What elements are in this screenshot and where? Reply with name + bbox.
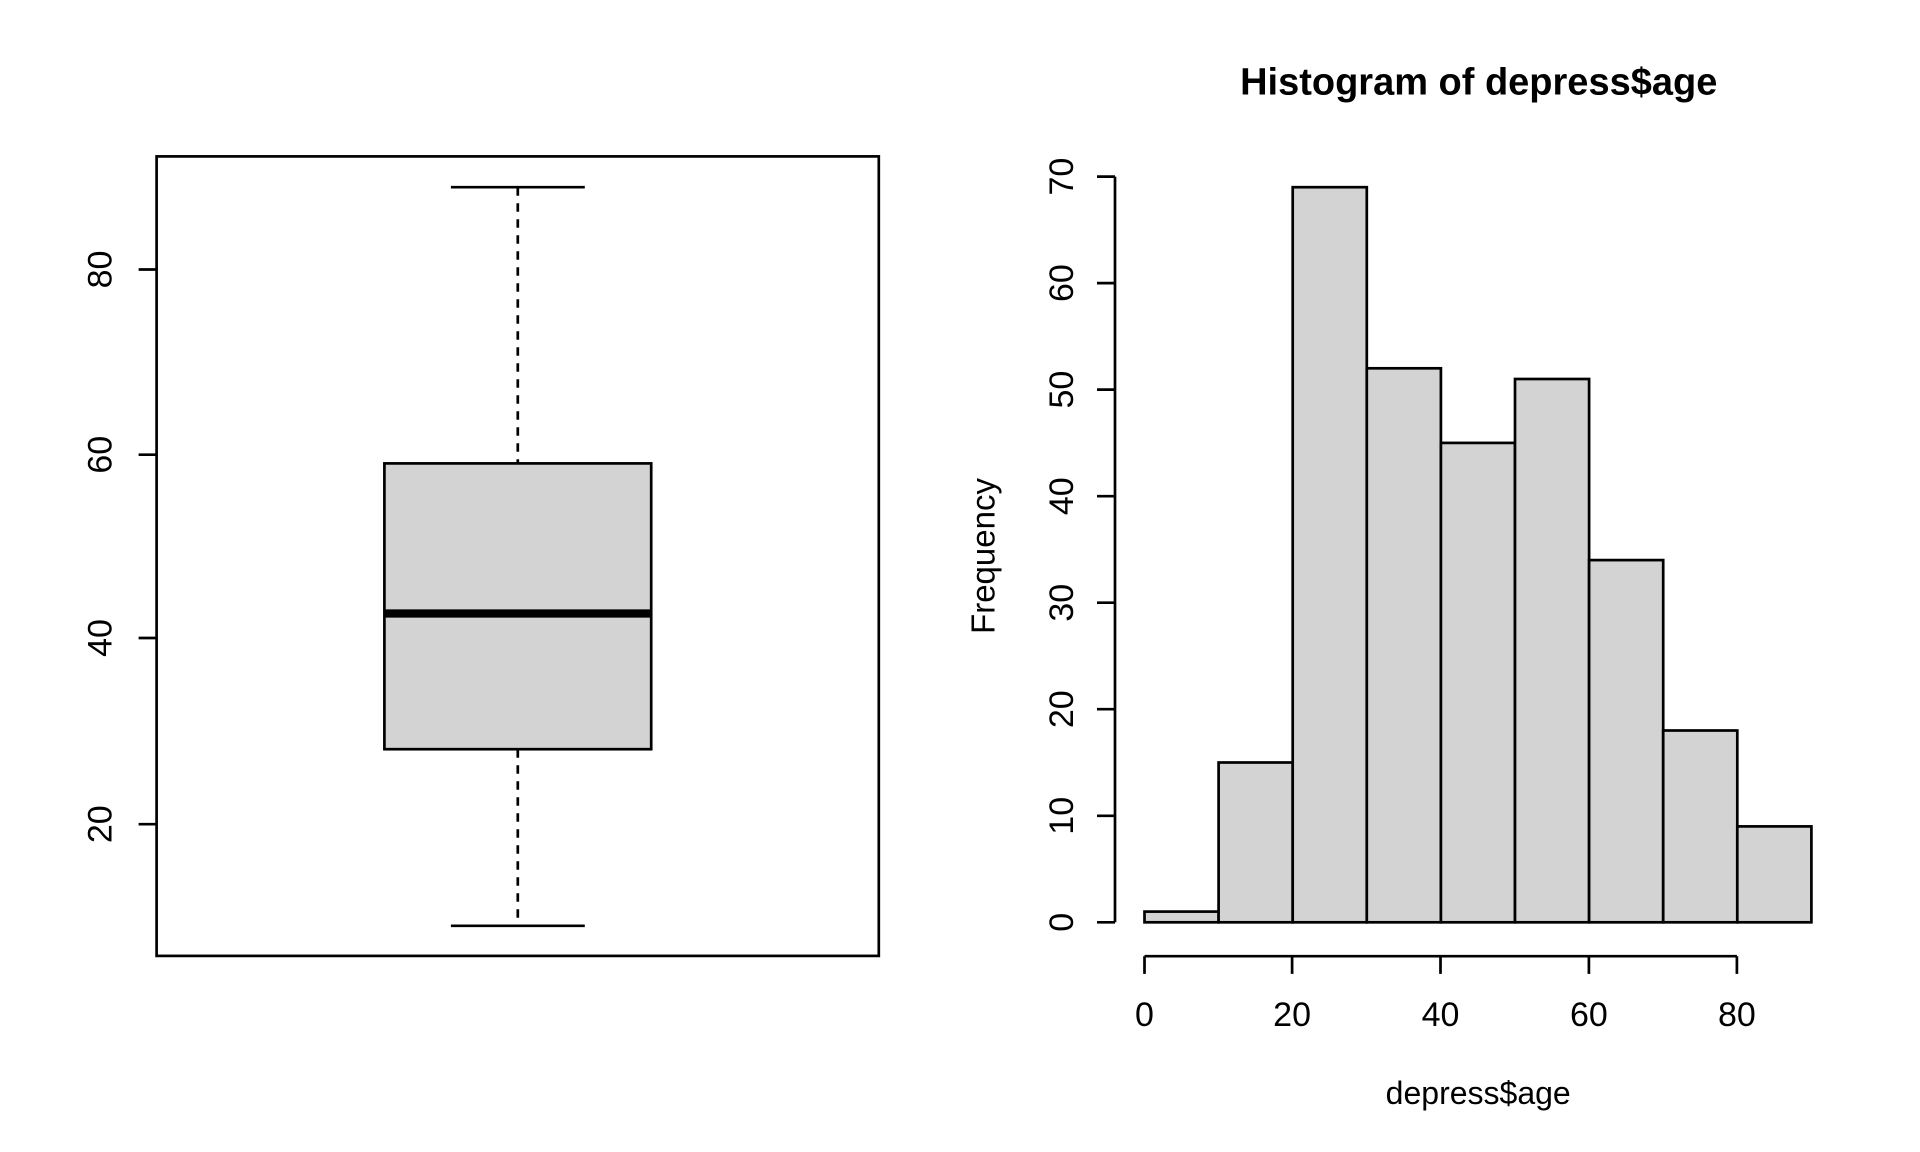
svg-text:40: 40 [1043,477,1081,515]
svg-text:60: 60 [1043,264,1081,302]
svg-text:Frequency: Frequency [965,478,1002,634]
svg-text:depress$age: depress$age [1386,1075,1571,1111]
svg-text:60: 60 [82,436,120,474]
svg-text:0: 0 [1043,913,1081,932]
svg-text:20: 20 [1273,996,1311,1034]
svg-text:20: 20 [82,805,120,843]
svg-text:40: 40 [1422,996,1460,1034]
svg-text:30: 30 [1043,584,1081,622]
svg-text:0: 0 [1135,996,1154,1034]
svg-text:40: 40 [82,619,120,657]
svg-text:80: 80 [1718,996,1756,1034]
svg-text:70: 70 [1043,158,1081,196]
svg-text:20: 20 [1043,690,1081,728]
svg-text:50: 50 [1043,371,1081,409]
svg-text:10: 10 [1043,797,1081,835]
svg-text:60: 60 [1570,996,1608,1034]
svg-text:80: 80 [82,251,120,289]
svg-text:Histogram of depress$age: Histogram of depress$age [1240,61,1717,103]
